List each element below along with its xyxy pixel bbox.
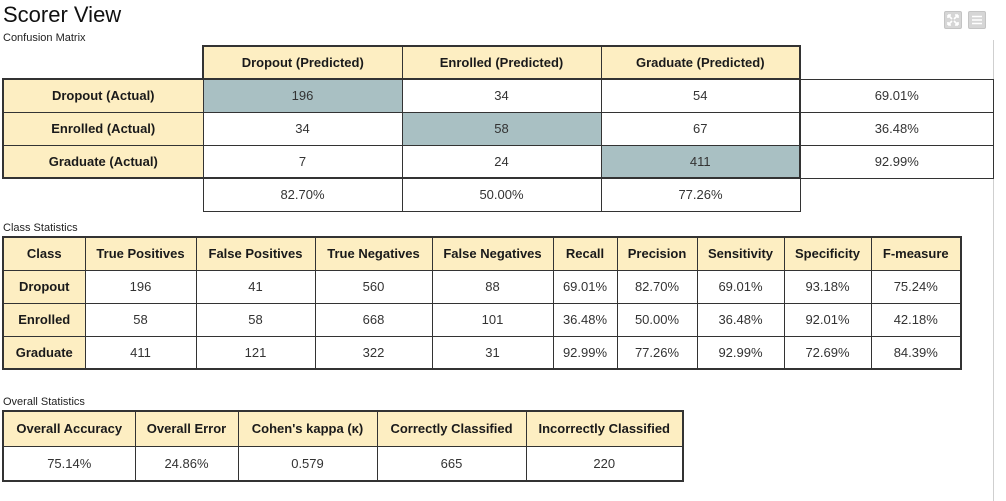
stat-cell: 82.70% [616, 269, 698, 304]
col-header-graduate-predicted: Graduate (Predicted) [600, 45, 801, 80]
col-header-specificity: Specificity [783, 236, 872, 271]
empty-footer-cell [3, 178, 203, 211]
row-header-graduate: Graduate [2, 335, 86, 370]
stat-cell: 77.26% [616, 335, 698, 370]
col-header-class: Class [2, 236, 86, 271]
stat-cell: 121 [195, 335, 316, 370]
row-rate-cell: 92.99% [799, 144, 994, 179]
matrix-cell: 24 [401, 144, 602, 179]
col-header-precision: Precision [616, 236, 698, 271]
matrix-cell: 34 [401, 78, 602, 113]
matrix-cell: 196 [202, 78, 403, 113]
matrix-cell: 411 [600, 144, 801, 179]
table-row: 82.70% 50.00% 77.26% [3, 177, 993, 212]
stat-cell: 668 [314, 302, 433, 337]
row-rate-cell: 36.48% [799, 111, 994, 146]
col-header-incorrectly-classified: Incorrectly Classified [525, 410, 684, 447]
col-header-correctly-classified: Correctly Classified [376, 410, 527, 447]
stat-cell: 42.18% [870, 302, 962, 337]
stat-cell: 84.39% [870, 335, 962, 370]
expand-button[interactable] [944, 11, 962, 29]
stat-cell: 101 [431, 302, 554, 337]
scrollbar-track [993, 40, 994, 501]
stat-cell: 92.99% [552, 335, 618, 370]
table-row: Graduate (Actual) 7 24 411 92.99% [2, 144, 994, 179]
col-header-overall-error: Overall Error [134, 410, 239, 447]
matrix-cell: 7 [202, 144, 403, 179]
stat-cell: 196 [84, 269, 197, 304]
page-title: Scorer View [3, 2, 122, 27]
stat-cell: 36.48% [696, 302, 785, 337]
incorrectly-classified-value: 220 [525, 445, 684, 482]
col-header-false-negatives: False Negatives [431, 236, 554, 271]
row-header-enrolled: Enrolled [2, 302, 86, 337]
stat-cell: 41 [195, 269, 316, 304]
col-rate-cell: 82.70% [202, 177, 403, 212]
stat-cell: 58 [84, 302, 197, 337]
overall-statistics-label: Overall Statistics [3, 396, 85, 408]
col-rate-cell: 50.00% [401, 177, 602, 212]
class-statistics-label: Class Statistics [3, 222, 78, 234]
row-header-enrolled-actual: Enrolled (Actual) [2, 111, 204, 146]
col-header-dropout-predicted: Dropout (Predicted) [202, 45, 403, 80]
matrix-cell: 67 [600, 111, 801, 146]
stat-cell: 36.48% [552, 302, 618, 337]
class-statistics-table: Class True Positives False Positives Tru… [2, 236, 962, 370]
cohens-kappa-value: 0.579 [237, 445, 378, 482]
stat-cell: 75.24% [870, 269, 962, 304]
correctly-classified-value: 665 [376, 445, 527, 482]
stat-cell: 411 [84, 335, 197, 370]
stat-cell: 69.01% [552, 269, 618, 304]
stat-cell: 69.01% [696, 269, 785, 304]
expand-icon [947, 14, 959, 26]
row-header-dropout-actual: Dropout (Actual) [2, 78, 204, 113]
row-header-graduate-actual: Graduate (Actual) [2, 144, 204, 179]
confusion-matrix-table: Dropout (Predicted) Enrolled (Predicted)… [2, 45, 994, 212]
stat-cell: 50.00% [616, 302, 698, 337]
table-row: Dropout (Actual) 196 34 54 69.01% [2, 78, 994, 113]
col-header-sensitivity: Sensitivity [696, 236, 785, 271]
menu-button[interactable] [968, 11, 986, 29]
col-header-cohens-kappa: Cohen's kappa (κ) [237, 410, 378, 447]
matrix-cell: 54 [600, 78, 801, 113]
col-header-f-measure: F-measure [870, 236, 962, 271]
table-row: Dropout 196 41 560 88 69.01% 82.70% 69.0… [2, 269, 962, 304]
col-header-recall: Recall [552, 236, 618, 271]
matrix-cell: 58 [401, 111, 602, 146]
stat-cell: 72.69% [783, 335, 872, 370]
stat-cell: 93.18% [783, 269, 872, 304]
matrix-cell: 34 [202, 111, 403, 146]
col-header-true-negatives: True Negatives [314, 236, 433, 271]
col-header-false-positives: False Positives [195, 236, 316, 271]
table-row: Graduate 411 121 322 31 92.99% 77.26% 92… [2, 335, 962, 370]
table-row: Enrolled (Actual) 34 58 67 36.48% [2, 111, 994, 146]
stat-cell: 322 [314, 335, 433, 370]
hamburger-menu-icon [972, 15, 982, 25]
overall-accuracy-value: 75.14% [2, 445, 136, 482]
overall-error-value: 24.86% [134, 445, 239, 482]
row-rate-cell: 69.01% [799, 78, 994, 113]
stat-cell: 560 [314, 269, 433, 304]
confusion-matrix-label: Confusion Matrix [3, 32, 86, 44]
empty-header-cell [800, 46, 993, 79]
stat-cell: 88 [431, 269, 554, 304]
stat-cell: 31 [431, 335, 554, 370]
stat-cell: 58 [195, 302, 316, 337]
stat-cell: 92.01% [783, 302, 872, 337]
row-header-dropout: Dropout [2, 269, 86, 304]
col-header-enrolled-predicted: Enrolled (Predicted) [401, 45, 602, 80]
stat-cell: 92.99% [696, 335, 785, 370]
col-header-true-positives: True Positives [84, 236, 197, 271]
table-row: Enrolled 58 58 668 101 36.48% 50.00% 36.… [2, 302, 962, 337]
empty-corner-cell [3, 46, 203, 79]
col-header-overall-accuracy: Overall Accuracy [2, 410, 136, 447]
table-row: 75.14% 24.86% 0.579 665 220 [2, 445, 684, 482]
col-rate-cell: 77.26% [600, 177, 801, 212]
empty-footer-cell [800, 178, 993, 211]
overall-statistics-table: Overall Accuracy Overall Error Cohen's k… [2, 410, 684, 482]
